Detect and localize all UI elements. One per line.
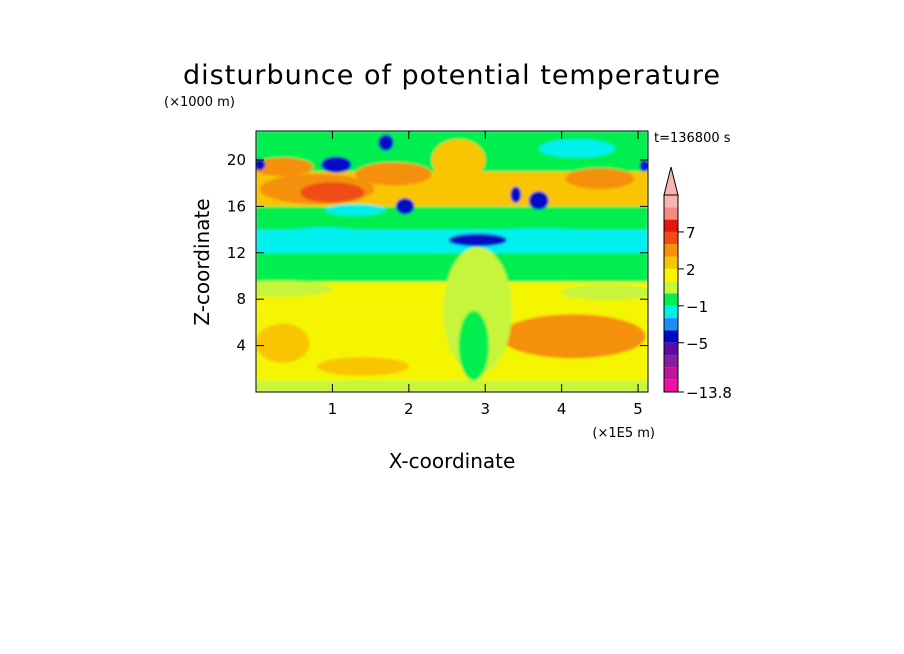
field-feature-20 — [510, 186, 522, 203]
time-label: t=136800 s — [654, 131, 731, 146]
colorbar-level — [664, 342, 678, 356]
field-feature-25 — [639, 160, 648, 172]
field-feature-23 — [538, 139, 616, 158]
colorbar-level — [664, 367, 678, 380]
colorbar-level — [664, 281, 678, 294]
y-tick-label: 16 — [227, 197, 246, 215]
colorbar-level — [664, 305, 678, 319]
colorbar-level — [664, 207, 678, 220]
x-tick-label: 1 — [328, 400, 338, 418]
x-tick-label: 3 — [480, 400, 490, 418]
heatmap-field — [256, 131, 648, 392]
x-axis-label: X-coordinate — [389, 449, 516, 473]
field-feature-9 — [278, 227, 371, 249]
colorbar-level — [664, 244, 678, 257]
colorbar-label: 7 — [686, 224, 696, 242]
colorbar: 7 2 −1 −5 −13.8 — [663, 166, 732, 402]
field-feature-6 — [256, 280, 333, 297]
field-feature-19 — [528, 191, 549, 210]
y-tick-label: 20 — [227, 151, 246, 169]
colorbar-level — [664, 256, 678, 269]
colorbar-level — [664, 195, 678, 208]
x-tick-label: 2 — [404, 400, 414, 418]
colorbar-label: −1 — [686, 298, 708, 316]
y-unit-label: (×1000 m) — [164, 95, 235, 110]
field-feature-0 — [256, 323, 310, 363]
field-feature-18 — [378, 134, 394, 151]
field-feature-22 — [256, 158, 266, 171]
field-feature-21 — [395, 198, 415, 215]
y-tick-label: 8 — [236, 290, 246, 308]
field-feature-3 — [550, 321, 619, 343]
colorbar-level — [664, 318, 678, 331]
chart-title: disturbunce of potential temperature — [183, 60, 721, 91]
field-feature-17 — [320, 156, 352, 173]
colorbar-level — [664, 293, 678, 306]
y-tick-label: 4 — [236, 337, 246, 355]
x-tick-label: 4 — [557, 400, 567, 418]
x-unit-label: (×1E5 m) — [592, 426, 655, 441]
field-feature-5 — [458, 310, 490, 381]
colorbar-label: −13.8 — [686, 384, 732, 402]
colorbar-label: −5 — [686, 335, 708, 353]
field-feature-15 — [565, 168, 635, 189]
field-feature-16 — [431, 139, 486, 181]
colorbar-extend-triangle — [663, 166, 679, 196]
colorbar-level — [664, 268, 678, 282]
x-axis-ticks: 1 2 3 4 5 — [328, 131, 643, 418]
colorbar-level — [664, 355, 678, 368]
field-feature-14 — [355, 162, 432, 186]
colorbar-level — [664, 330, 678, 343]
field-feature-13 — [256, 157, 314, 177]
colorbar-level — [664, 231, 678, 245]
field-feature-24 — [324, 204, 386, 216]
plot-frame — [255, 130, 649, 393]
field-feature-1 — [317, 357, 409, 376]
field-band-0 — [256, 380, 648, 392]
colorbar-frame — [663, 194, 679, 393]
colorbar-label: 2 — [686, 261, 696, 279]
x-tick-label: 5 — [633, 400, 643, 418]
y-axis-ticks: 4 8 12 16 20 — [227, 151, 648, 355]
field-feature-12 — [300, 182, 365, 203]
field-band-5 — [256, 206, 648, 230]
field-feature-10 — [448, 233, 507, 247]
colorbar-level — [664, 219, 678, 232]
field-feature-7 — [561, 284, 648, 301]
y-axis-label: Z-coordinate — [190, 198, 214, 325]
y-tick-label: 12 — [227, 244, 246, 262]
colorbar-level — [664, 379, 678, 392]
